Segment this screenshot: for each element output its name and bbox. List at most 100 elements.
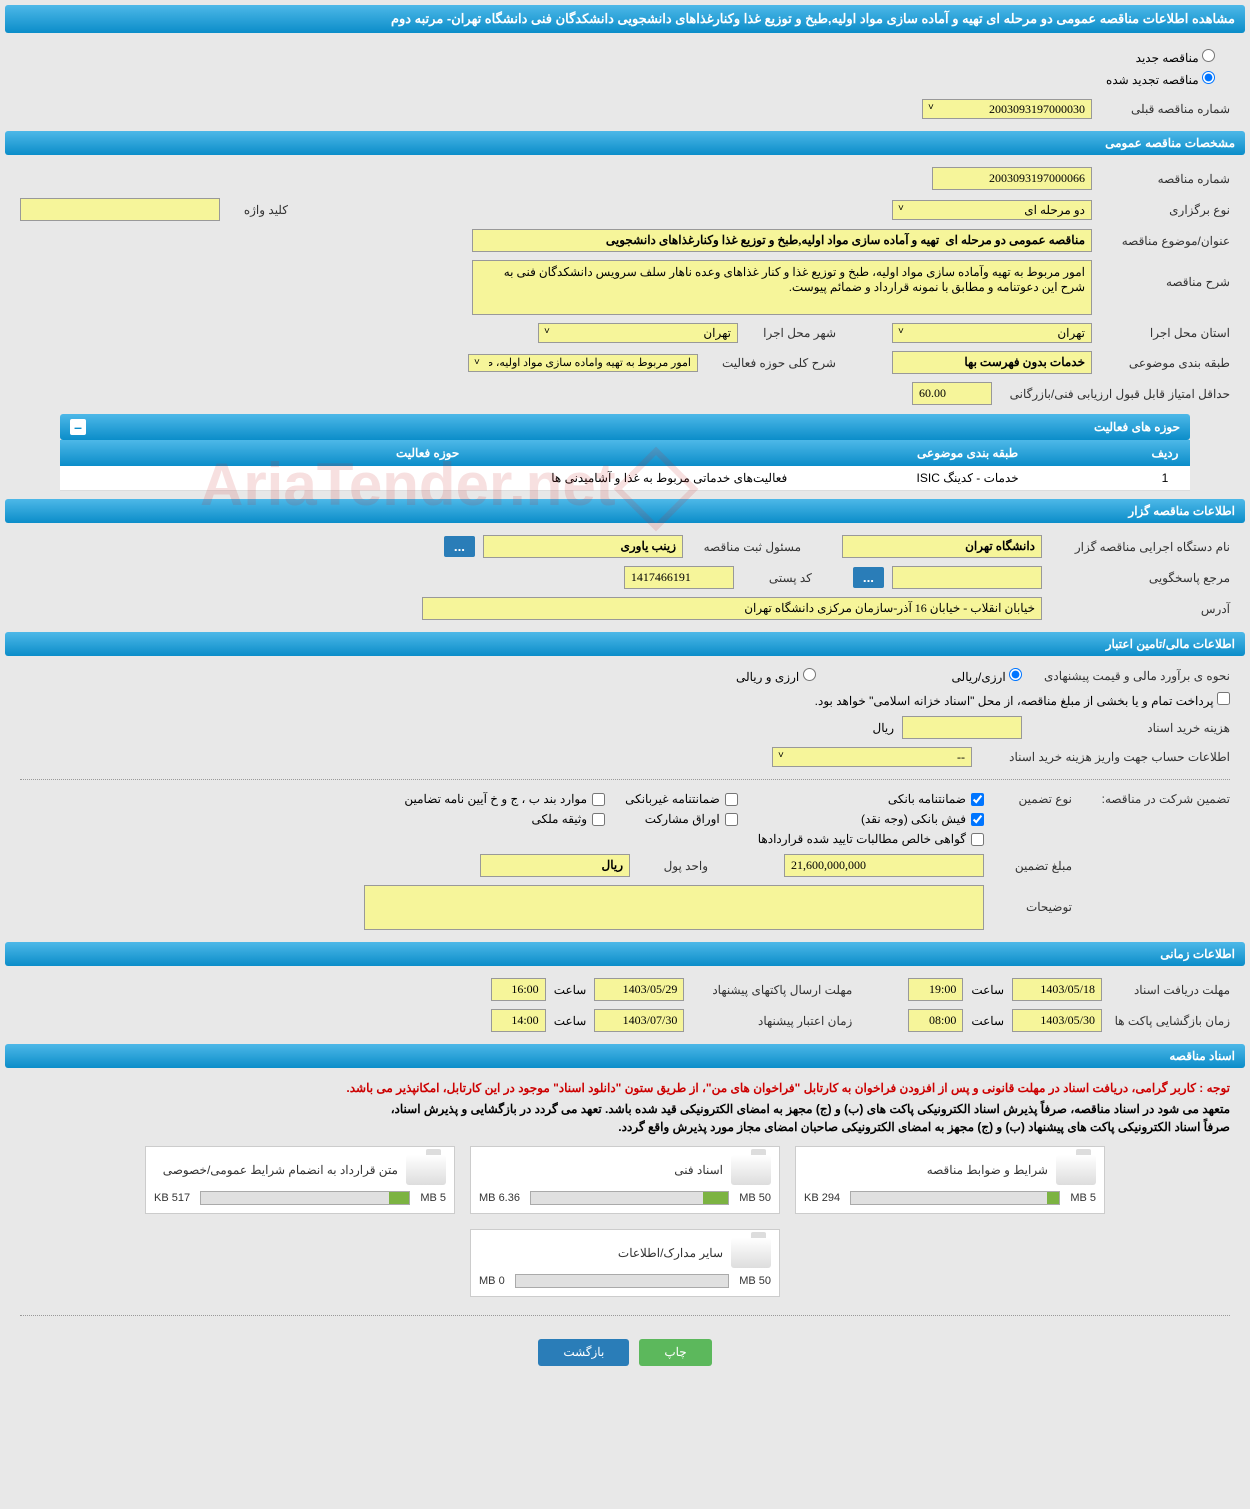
min-score-input[interactable] (912, 382, 992, 405)
bid-send-date[interactable] (594, 978, 684, 1001)
responder-label: مرجع پاسخگویی (1050, 571, 1230, 585)
file-card[interactable]: اسناد فنی 50 MB 6.36 MB (470, 1146, 780, 1214)
province-select[interactable]: تهران (892, 323, 1092, 343)
open-time[interactable] (908, 1009, 963, 1032)
back-button[interactable]: بازگشت (538, 1339, 629, 1366)
radio-new-input[interactable] (1202, 49, 1215, 62)
doc-receive-label: مهلت دریافت اسناد (1110, 983, 1230, 997)
progress-bar (515, 1274, 730, 1288)
description-textarea[interactable] (472, 260, 1092, 315)
guarantee-type-label: نوع تضمین (992, 792, 1072, 806)
holding-type-select[interactable]: دو مرحله ای (892, 200, 1092, 220)
page-title-bar: مشاهده اطلاعات مناقصه عمومی دو مرحله ای … (5, 5, 1245, 33)
check-bank-receipt[interactable]: فیش بانکی (وجه نقد) (758, 812, 984, 826)
print-button[interactable]: چاپ (639, 1339, 711, 1366)
section-financial: اطلاعات مالی/تامین اعتبار (5, 632, 1245, 656)
file-card[interactable]: شرایط و ضوابط مناقصه 5 MB 294 KB (795, 1146, 1105, 1214)
deposit-account-select[interactable]: -- (772, 747, 972, 767)
keyword-input[interactable] (20, 198, 220, 221)
file-title: سایر مدارک/اطلاعات (618, 1246, 723, 1260)
radio-renewed-input[interactable] (1202, 71, 1215, 84)
progress-bar (200, 1191, 410, 1205)
activity-table: ردیف طبقه بندی موضوعی حوزه فعالیت 1 خدما… (60, 440, 1190, 491)
prev-number-select[interactable]: 2003093197000030 (922, 99, 1092, 119)
file-card[interactable]: سایر مدارک/اطلاعات 50 MB 0 MB (470, 1229, 780, 1297)
divider (20, 779, 1230, 780)
radio-renewed-tender[interactable]: مناقصه تجدید شده (35, 68, 1215, 90)
cell-num: 1 (1140, 466, 1190, 491)
doc-receive-date[interactable] (1012, 978, 1102, 1001)
validity-date[interactable] (594, 1009, 684, 1032)
prev-number-label: شماره مناقصه قبلی (1100, 102, 1230, 116)
guarantee-section-label: تضمین شرکت در مناقصه: (1080, 792, 1230, 806)
city-select[interactable]: تهران (538, 323, 738, 343)
check-receivables[interactable]: گواهی خالص مطالبات تایید شده قراردادها (758, 832, 984, 846)
radio-new-label: مناقصه جدید (1136, 51, 1199, 65)
progress-bar (850, 1191, 1060, 1205)
bid-send-label: مهلت ارسال پاکتهای پیشنهاد (692, 983, 852, 997)
open-date[interactable] (1012, 1009, 1102, 1032)
file-used: 294 KB (804, 1192, 840, 1204)
file-title: متن قرارداد به انضمام شرایط عمومی/خصوصی (163, 1163, 398, 1177)
radio-both[interactable]: ارزی و ریالی (736, 668, 816, 684)
docs-note-1: متعهد می شود در اسناد مناقصه، صرفاً پذیر… (5, 1100, 1245, 1118)
check-nonbank[interactable]: ضمانتنامه غیربانکی (625, 792, 738, 806)
radio-new-tender[interactable]: مناقصه جدید (35, 46, 1215, 68)
registrar-lookup-button[interactable]: ... (444, 536, 475, 557)
responder-input[interactable] (892, 566, 1042, 589)
registrar-input[interactable] (483, 535, 683, 558)
check-property[interactable]: وثیقه ملکی (404, 812, 605, 826)
doc-receive-time[interactable] (908, 978, 963, 1001)
cell-class: خدمات - کدینگ ISIC (795, 466, 1140, 491)
subject-input[interactable] (472, 229, 1092, 252)
guarantee-amount-input[interactable] (784, 854, 984, 877)
check-bank-guarantee[interactable]: ضمانتنامه بانکی (758, 792, 984, 806)
activity-scope-select[interactable]: امور مربوط به تهیه وآماده سازی مواد اولی… (468, 354, 698, 372)
holding-type-label: نوع برگزاری (1100, 203, 1230, 217)
responder-lookup-button[interactable]: ... (853, 567, 884, 588)
radio-rial[interactable]: ارزی/ریالی (952, 668, 1022, 684)
notes-textarea[interactable] (364, 885, 984, 930)
city-label: شهر محل اجرا (746, 326, 836, 340)
time-label-1: ساعت (971, 983, 1004, 997)
validity-time[interactable] (491, 1009, 546, 1032)
tender-number-label: شماره مناقصه (1100, 172, 1230, 186)
notes-label: توضیحات (992, 885, 1072, 914)
file-total: 50 MB (739, 1192, 771, 1204)
min-score-label: حداقل امتیاز قابل قبول ارزیابی فنی/بازرگ… (1000, 387, 1230, 401)
section-docs: اسناد مناقصه (5, 1044, 1245, 1068)
org-name-input[interactable] (842, 535, 1042, 558)
file-title: شرایط و ضوابط مناقصه (927, 1163, 1048, 1177)
activity-scope-label: شرح کلی حوزه فعالیت (706, 356, 836, 370)
registrar-label: مسئول ثبت مناقصه (691, 540, 801, 554)
payment-note-check[interactable]: پرداخت تمام و یا بخشی از مبلغ مناقصه، از… (815, 692, 1230, 708)
subject-class-input[interactable] (892, 351, 1092, 374)
postal-input[interactable] (624, 566, 734, 589)
page-title: مشاهده اطلاعات مناقصه عمومی دو مرحله ای … (391, 11, 1235, 26)
activity-fields-header: حوزه های فعالیت – (60, 414, 1190, 440)
currency-unit-input[interactable] (480, 854, 630, 877)
doc-cost-label: هزینه خرید اسناد (1030, 721, 1230, 735)
org-label: نام دستگاه اجرایی مناقصه گزار (1050, 540, 1230, 554)
check-bonds[interactable]: اوراق مشارکت (625, 812, 738, 826)
file-used: 517 KB (154, 1192, 190, 1204)
doc-cost-input[interactable] (902, 716, 1022, 739)
section-general-spec: مشخصات مناقصه عمومی (5, 131, 1245, 155)
file-card[interactable]: متن قرارداد به انضمام شرایط عمومی/خصوصی … (145, 1146, 455, 1214)
address-input[interactable] (422, 597, 1042, 620)
postal-label: کد پستی (742, 571, 812, 585)
radio-renewed-label: مناقصه تجدید شده (1106, 73, 1199, 87)
time-label-4: ساعت (554, 1014, 587, 1028)
open-label: زمان بازگشایی پاکت ها (1110, 1014, 1230, 1028)
activity-fields-title: حوزه های فعالیت (1094, 420, 1180, 434)
folder-icon (731, 1155, 771, 1185)
check-regulation[interactable]: موارد بند ب ، ج و خ آیین نامه تضامین (404, 792, 605, 806)
tender-number-input[interactable] (932, 167, 1092, 190)
keyword-label: کلید واژه (228, 203, 288, 217)
th-field: حوزه فعالیت (60, 440, 795, 466)
bid-send-time[interactable] (491, 978, 546, 1001)
table-row: 1 خدمات - کدینگ ISIC فعالیت‌های خدماتی م… (60, 466, 1190, 491)
docs-note-red: توجه : کاربر گرامی، دریافت اسناد در مهلت… (5, 1076, 1245, 1100)
file-total: 5 MB (420, 1192, 446, 1204)
collapse-icon[interactable]: – (70, 419, 86, 435)
